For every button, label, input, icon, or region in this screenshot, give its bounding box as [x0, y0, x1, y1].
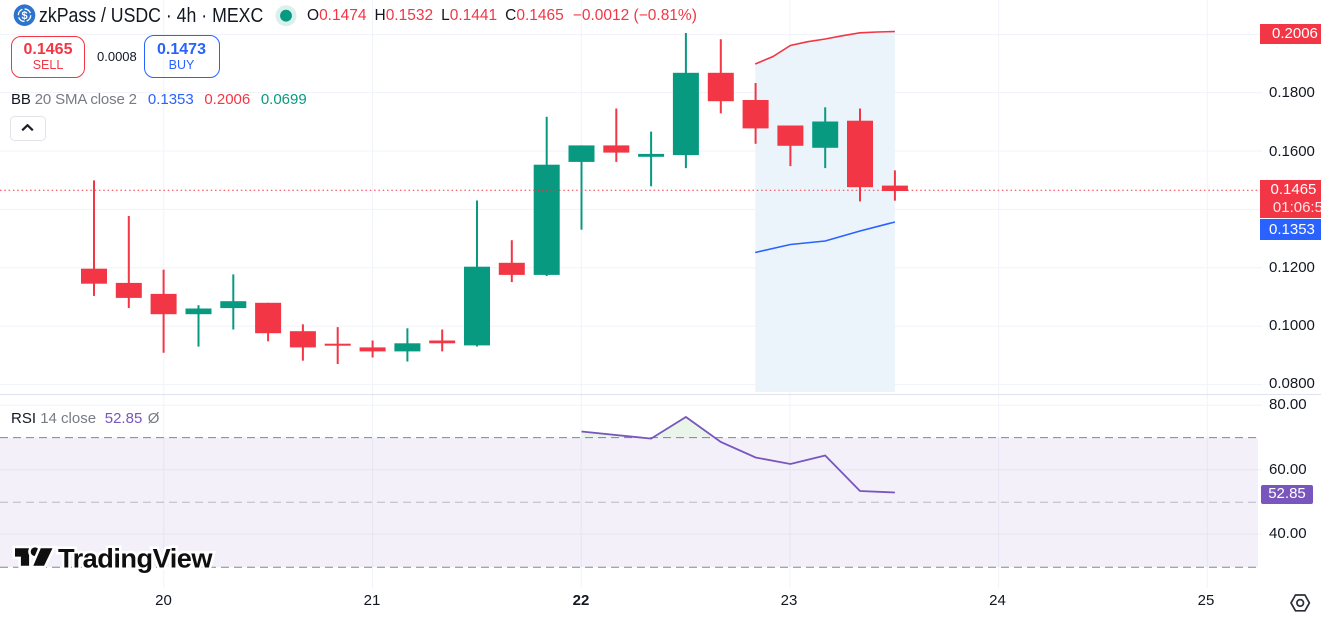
- svg-text:TradingView: TradingView: [58, 544, 213, 574]
- svg-text:$: $: [21, 10, 27, 22]
